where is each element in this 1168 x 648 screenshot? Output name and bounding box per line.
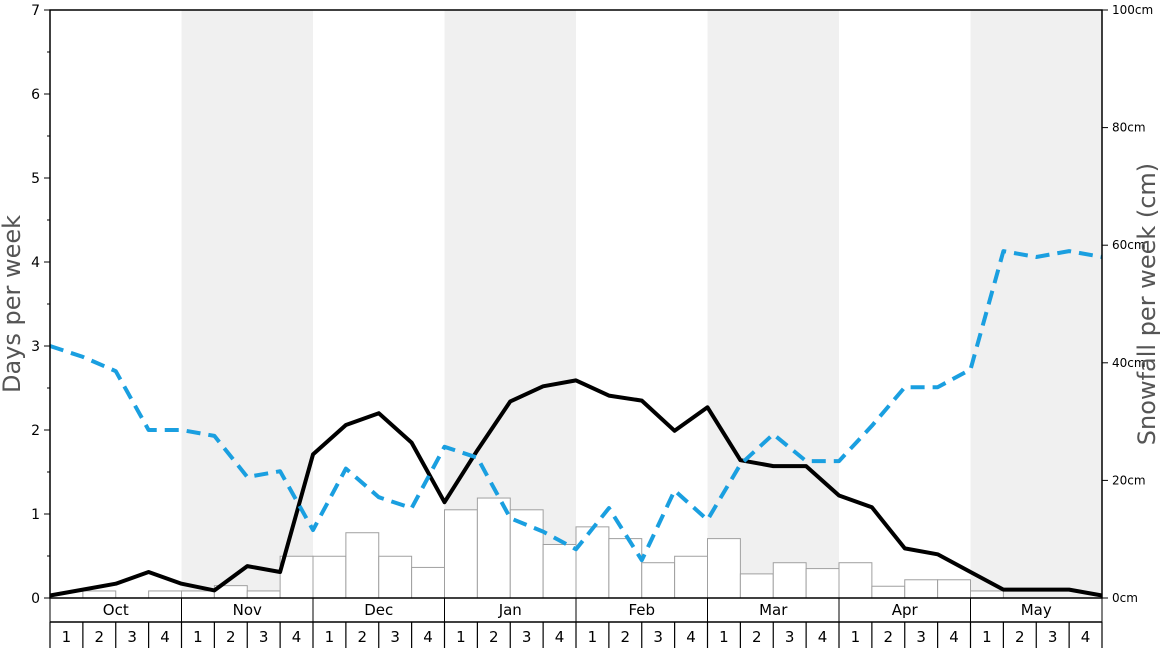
week-label: 4 xyxy=(555,628,565,646)
month-label-dec: Dec xyxy=(364,601,393,619)
snowfall-bar xyxy=(838,562,873,599)
week-label: 1 xyxy=(982,628,992,646)
week-label: 4 xyxy=(1081,628,1091,646)
week-label: 4 xyxy=(949,628,959,646)
left-tick-label: 7 xyxy=(31,3,40,19)
snowfall-bar xyxy=(378,555,413,599)
week-label: 3 xyxy=(522,628,532,646)
right-tick-label: 20cm xyxy=(1112,473,1146,487)
week-label: 1 xyxy=(719,628,729,646)
snowfall-bar xyxy=(805,568,840,599)
month-shading xyxy=(181,10,1102,598)
month-label-mar: Mar xyxy=(759,601,788,619)
snowfall-bar xyxy=(444,509,478,599)
month-row: Oct Nov Dec Jan Feb Mar Apr May xyxy=(49,598,1103,623)
y-axis-label-left: Days per week xyxy=(0,215,26,393)
week-label: 3 xyxy=(785,628,795,646)
right-tick-label: 40cm xyxy=(1112,356,1146,370)
snowfall-bar xyxy=(608,538,643,599)
dashed-line xyxy=(49,249,1103,563)
snowfall-bar xyxy=(772,562,807,599)
shaded-month-mar xyxy=(707,10,839,598)
snowfall-bar xyxy=(871,585,906,599)
week-label: 2 xyxy=(1015,628,1025,646)
week-label: 3 xyxy=(390,628,400,646)
week-label: 3 xyxy=(1048,628,1058,646)
shaded-month-nov xyxy=(181,10,313,598)
right-tick-label: 100cm xyxy=(1112,3,1153,17)
week-label: 4 xyxy=(160,628,170,646)
left-tick-label: 1 xyxy=(31,507,40,523)
right-axis: 0cm 20cm 40cm 60cm 80cm 100cm xyxy=(1102,3,1153,605)
month-label-feb: Feb xyxy=(628,601,655,619)
right-tick-label: 80cm xyxy=(1112,121,1146,135)
snowfall-bar xyxy=(674,555,708,599)
snowfall-bar xyxy=(739,573,774,599)
shaded-month-may xyxy=(970,10,1102,598)
month-label-may: May xyxy=(1021,601,1052,619)
week-label: 3 xyxy=(127,628,137,646)
week-label: 2 xyxy=(95,628,105,646)
solid-line xyxy=(49,378,1103,598)
snowfall-bar xyxy=(345,532,380,599)
week-label: 4 xyxy=(818,628,828,646)
snowfall-bar xyxy=(641,562,676,599)
week-label: 3 xyxy=(916,628,926,646)
week-label: 2 xyxy=(358,628,368,646)
snowfall-bar xyxy=(181,590,215,599)
snowfall-bar xyxy=(575,526,610,599)
snowfall-bar xyxy=(148,590,182,599)
left-tick-label: 4 xyxy=(31,255,40,271)
week-label: 4 xyxy=(292,628,302,646)
snowfall-bar xyxy=(411,566,445,599)
snowfall-bar xyxy=(312,555,347,599)
week-label: 2 xyxy=(752,628,762,646)
y-axis-label-right: Snowfall per week (cm) xyxy=(1133,163,1161,445)
snowfall-bar xyxy=(904,579,939,599)
left-tick-label: 3 xyxy=(31,339,40,355)
week-label: 2 xyxy=(884,628,894,646)
month-label-nov: Nov xyxy=(233,601,262,619)
snowfall-bars xyxy=(82,497,1004,599)
week-label: 1 xyxy=(193,628,203,646)
month-label-oct: Oct xyxy=(103,601,129,619)
snowfall-bar xyxy=(707,538,741,599)
week-label: 2 xyxy=(489,628,499,646)
snowfall-bar xyxy=(937,579,971,599)
week-row: 1 2 3 4 1 2 3 4 1 2 3 4 1 2 3 4 1 2 3 4 1 2 3 4 1 2 3 4 1 2 3 4 xyxy=(49,622,1103,648)
week-label: 1 xyxy=(456,628,466,646)
snowfall-bar xyxy=(279,555,314,599)
left-axis: 0 1 2 3 4 5 6 7 xyxy=(31,3,50,607)
week-label: 4 xyxy=(686,628,696,646)
left-tick-label: 2 xyxy=(31,423,40,439)
week-label: 2 xyxy=(226,628,236,646)
snowfall-bar xyxy=(542,543,577,599)
week-label: 3 xyxy=(653,628,663,646)
series-lines xyxy=(49,249,1103,598)
right-tick-label: 60cm xyxy=(1112,238,1146,252)
week-label: 1 xyxy=(588,628,598,646)
week-label: 1 xyxy=(62,628,72,646)
week-label: 2 xyxy=(621,628,631,646)
left-tick-label: 5 xyxy=(31,171,40,187)
right-tick-label: 0cm xyxy=(1112,591,1138,605)
snowfall-bar xyxy=(82,590,117,599)
month-label-jan: Jan xyxy=(498,601,522,619)
left-tick-label: 6 xyxy=(31,87,40,103)
left-tick-label: 0 xyxy=(31,591,40,607)
week-label: 4 xyxy=(423,628,433,646)
week-label: 3 xyxy=(259,628,269,646)
month-label-apr: Apr xyxy=(892,601,919,619)
week-label: 1 xyxy=(325,628,335,646)
snowfall-bar xyxy=(246,590,281,599)
snowfall-bar xyxy=(970,590,1004,599)
week-label: 1 xyxy=(851,628,861,646)
